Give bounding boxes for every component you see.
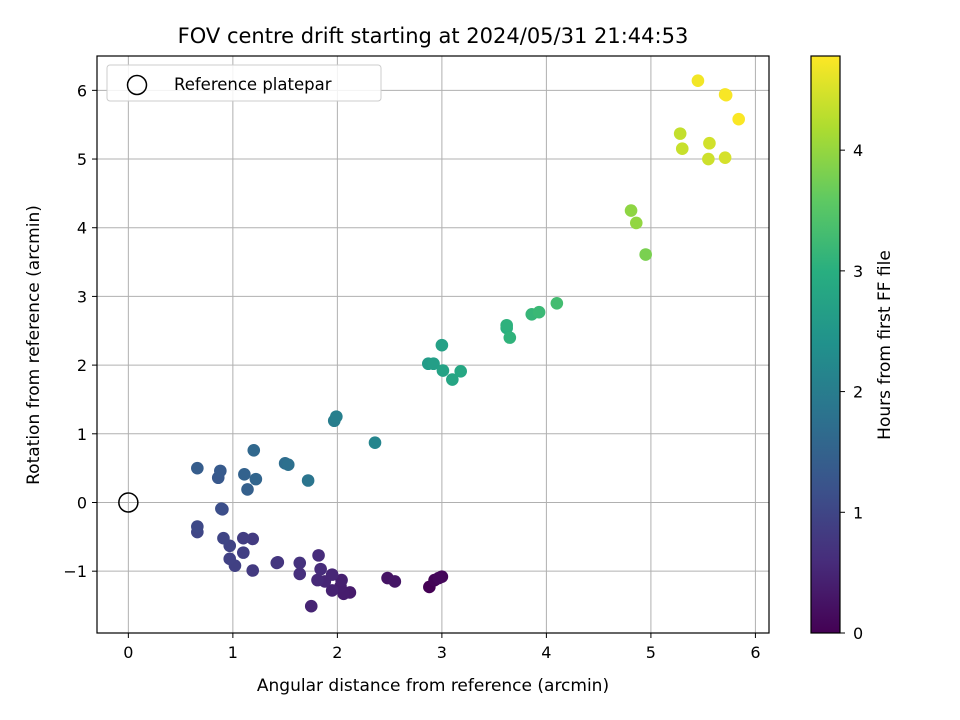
x-tick-label: 5 [646,643,656,662]
legend: Reference platepar [106,64,382,102]
x-tick-label: 4 [541,643,551,662]
data-point [432,571,446,585]
x-tick-label: 1 [228,643,238,662]
data-point [673,127,687,140]
data-point [388,575,402,588]
data-point [241,483,254,496]
data-point [446,373,459,386]
data-point [237,546,250,559]
y-tick-label: 0 [77,493,87,512]
reference-marker [118,492,139,513]
data-point [214,464,227,478]
y-tick-label: 3 [77,287,87,306]
data-point [293,567,307,581]
data-point [311,573,324,587]
data-point [702,152,715,166]
y-tick-label: 2 [77,356,87,375]
data-point [238,468,251,481]
data-point [368,436,382,450]
y-tick-label: 6 [77,81,87,100]
grid [97,56,769,633]
data-point [691,74,705,88]
data-point [325,584,339,597]
x-axis-ticks: 0 1 2 3 4 5 6 [123,633,761,662]
x-tick-label: 6 [750,643,760,662]
data-point [703,136,716,150]
legend-box [106,64,382,102]
data-point [301,474,315,487]
data-point [247,443,261,457]
data-point [436,364,450,377]
data-point [237,531,250,545]
colorbar-tick-label: 3 [853,262,863,281]
y-tick-label: 5 [77,150,87,169]
data-point [624,204,638,217]
plot-area: 0 1 2 3 4 5 6 −1 0 1 2 3 4 5 6 [63,55,770,662]
data-point [281,458,295,472]
reference-marker-group [118,492,139,513]
data-point [335,573,348,587]
data-point [191,520,204,533]
data-point [435,338,449,352]
data-point [304,599,318,613]
colorbar-frame [810,55,841,634]
y-axis-label: Rotation from reference (arcmin) [24,205,44,485]
colorbar-fill [811,56,840,633]
data-point [532,305,546,319]
chart-title: FOV centre drift starting at 2024/05/31 … [178,24,689,48]
x-axis-label: Angular distance from reference (arcmin) [257,676,609,696]
data-point [191,461,204,475]
data-point [427,357,440,371]
y-axis-ticks: −1 0 1 2 3 4 5 6 [63,81,97,581]
data-point [330,410,343,423]
data-point [732,112,745,126]
y-tick-label: 4 [77,219,87,238]
data-point [718,151,732,164]
data-point [629,216,643,230]
data-point [550,296,564,310]
colorbar-ticks: 0 1 2 3 4 [840,141,863,643]
colorbar-tick-label: 0 [853,624,863,643]
x-tick-label: 2 [332,643,342,662]
data-point [215,502,228,515]
data-point [270,556,284,570]
colorbar-tick-label: 1 [853,503,863,522]
plot-background [97,56,769,633]
data-point [500,318,513,332]
data-point [223,552,237,566]
data-point [719,88,733,102]
data-point [454,364,467,378]
colorbar-label: Hours from first FF file [875,250,895,440]
data-point [246,532,260,546]
x-tick-label: 3 [437,643,447,662]
y-tick-label: −1 [63,562,87,581]
plot-frame [96,55,770,634]
data-point [312,549,325,562]
data-point [249,472,263,486]
data-point [675,142,689,156]
data-point [293,556,307,570]
colorbar-tick-label: 4 [853,141,863,160]
legend-label: Reference platepar [174,75,332,94]
data-point [246,564,260,577]
colorbar: 0 1 2 3 4 Hours from first FF file [810,55,895,643]
scatter-points [191,74,745,613]
data-point [503,331,517,344]
colorbar-tick-label: 2 [853,383,863,402]
data-point [639,248,652,261]
x-tick-label: 0 [123,643,133,662]
legend-reference-marker [126,74,148,96]
data-point [314,562,327,576]
y-tick-label: 1 [77,425,87,444]
data-point [325,568,339,581]
data-point [217,531,230,545]
